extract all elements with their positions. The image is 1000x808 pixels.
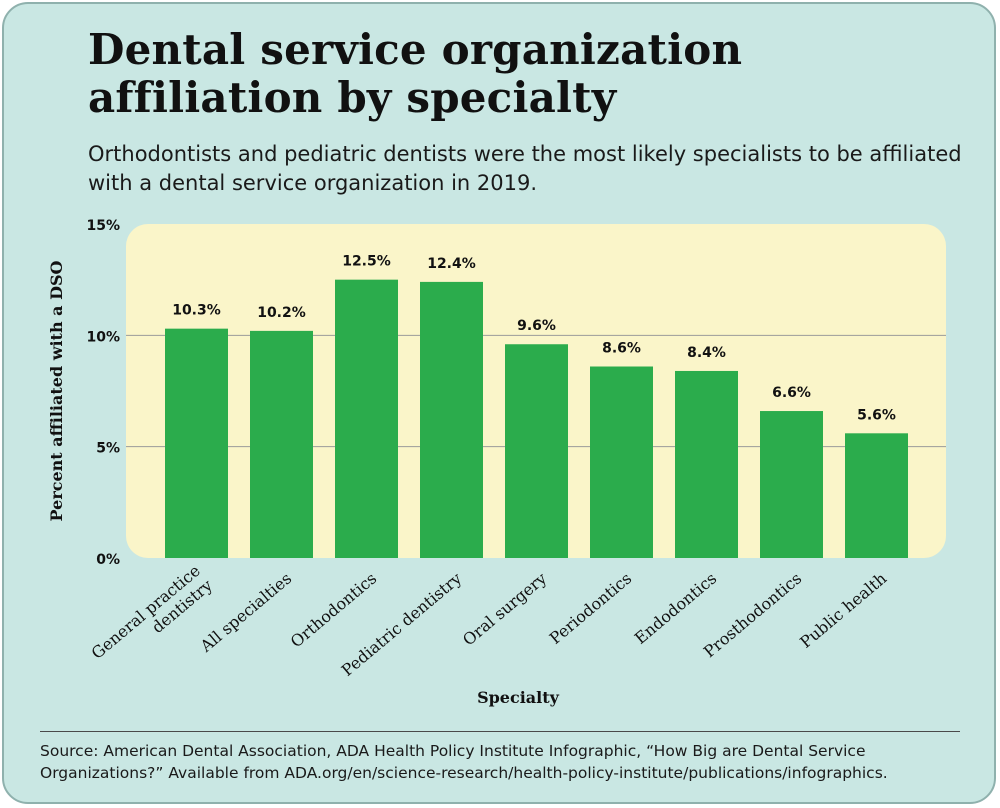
- x-tick-label: Endodontics: [631, 569, 720, 648]
- y-tick-label: 5%: [96, 441, 120, 457]
- y-tick-label: 0%: [96, 552, 120, 568]
- x-axis-title: Specialty: [477, 688, 560, 707]
- bar-5: [505, 344, 568, 558]
- y-tick-label: 15%: [86, 218, 120, 234]
- source-note: Source: American Dental Association, ADA…: [40, 742, 888, 782]
- value-label: 6.6%: [772, 385, 811, 401]
- x-tick-label: All specialties: [196, 569, 295, 657]
- bar-6: [590, 366, 653, 558]
- chart-subtitle: Orthodontists and pediatric dentists wer…: [88, 142, 962, 195]
- bar-8: [760, 411, 823, 558]
- bar-chart: 0% 5% 10% 15% Percent affiliated with a DSO 1…: [47, 218, 946, 707]
- value-label: 10.3%: [172, 303, 221, 319]
- value-label: 8.4%: [687, 345, 726, 361]
- value-label: 10.2%: [257, 305, 306, 321]
- bar-4: [420, 281, 483, 558]
- chart-title: Dental service organization affiliation …: [88, 25, 743, 122]
- source-divider: [40, 731, 960, 732]
- bar-7: [675, 370, 738, 558]
- x-tick-label: Oral surgery: [459, 569, 550, 650]
- bar-2: [250, 330, 313, 558]
- x-tick-label: Periodontics: [546, 569, 635, 648]
- y-axis-title: Percent affiliated with a DSO: [47, 260, 66, 521]
- x-tick-label: Public health: [796, 569, 890, 652]
- value-label: 12.5%: [342, 254, 391, 270]
- bar-1: [165, 328, 228, 558]
- x-tick-label: Orthodontics: [287, 569, 380, 652]
- x-tick-label-line: All specialties: [196, 569, 295, 657]
- value-label: 9.6%: [517, 318, 556, 334]
- value-label: 12.4%: [427, 256, 476, 272]
- x-tick-label-line: Oral surgery: [459, 569, 550, 650]
- x-tick-label-line: Public health: [796, 569, 890, 652]
- bar-9: [845, 433, 908, 558]
- value-label: 5.6%: [857, 407, 896, 423]
- value-label: 8.6%: [602, 341, 641, 357]
- x-tick-label-line: Orthodontics: [287, 569, 380, 652]
- x-tick-label-line: Periodontics: [546, 569, 635, 648]
- y-tick-label: 10%: [86, 329, 120, 345]
- x-tick-label-line: Endodontics: [631, 569, 720, 648]
- bar-3: [335, 279, 398, 558]
